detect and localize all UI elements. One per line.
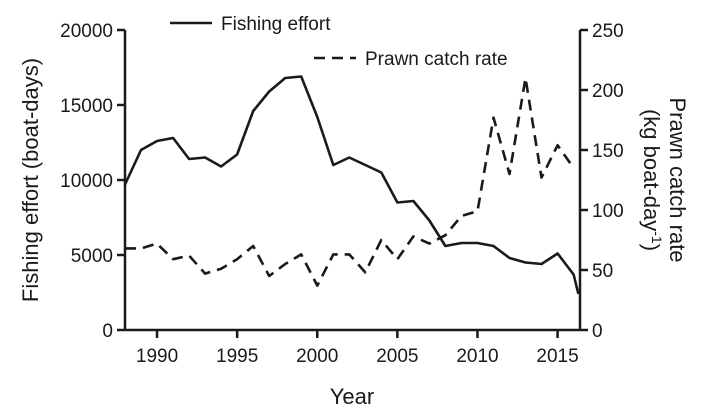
x-tick-label: 2000	[296, 346, 338, 367]
left-y-tick-label: 20000	[60, 21, 113, 42]
x-tick-label: 1995	[216, 346, 258, 367]
right-y-tick-label: 50	[592, 261, 613, 282]
series-layer	[123, 75, 580, 295]
left-y-tick-label: 5000	[71, 246, 113, 267]
left-y-axis-title: Fishing effort (boat-days)	[18, 58, 43, 302]
right-y-axis-title-unit: (kg boat-day	[639, 109, 664, 231]
right-y-tick-label: 0	[592, 321, 603, 342]
x-tick-label: 1990	[136, 346, 178, 367]
x-tick-label: 2015	[536, 346, 578, 367]
right-y-axis-title-close: )	[639, 244, 664, 251]
right-y-ticks: 0 50 100 150 200 250	[580, 21, 624, 342]
x-axis-title: Year	[330, 384, 374, 409]
x-ticks: 1990 1995 2000 2005 2010 2015	[136, 330, 579, 367]
axes	[123, 30, 582, 332]
legend-label-fishing-effort: Fishing effort	[221, 14, 331, 35]
right-y-axis-title-superscript: -1	[649, 231, 665, 244]
right-y-axis-title-line2: (kg boat-day-1)	[639, 109, 665, 251]
left-y-ticks: 0 5000 10000 15000 20000	[60, 21, 125, 342]
right-y-axis-title-line1: Prawn catch rate	[665, 97, 690, 262]
legend-label-prawn-catch-rate: Prawn catch rate	[365, 49, 508, 70]
x-tick-label: 2005	[376, 346, 418, 367]
left-y-tick-label: 10000	[60, 171, 113, 192]
left-y-tick-label: 0	[102, 321, 113, 342]
series-line-prawn-catch-rate	[125, 76, 575, 287]
x-tick-label: 2010	[456, 346, 498, 367]
right-y-tick-label: 100	[592, 201, 624, 222]
right-y-tick-label: 200	[592, 81, 624, 102]
left-y-tick-label: 15000	[60, 96, 113, 117]
right-y-tick-label: 150	[592, 141, 624, 162]
legend: Fishing effort Prawn catch rate	[170, 14, 508, 70]
series-line-fishing-effort	[123, 75, 580, 295]
right-y-tick-label: 250	[592, 21, 624, 42]
